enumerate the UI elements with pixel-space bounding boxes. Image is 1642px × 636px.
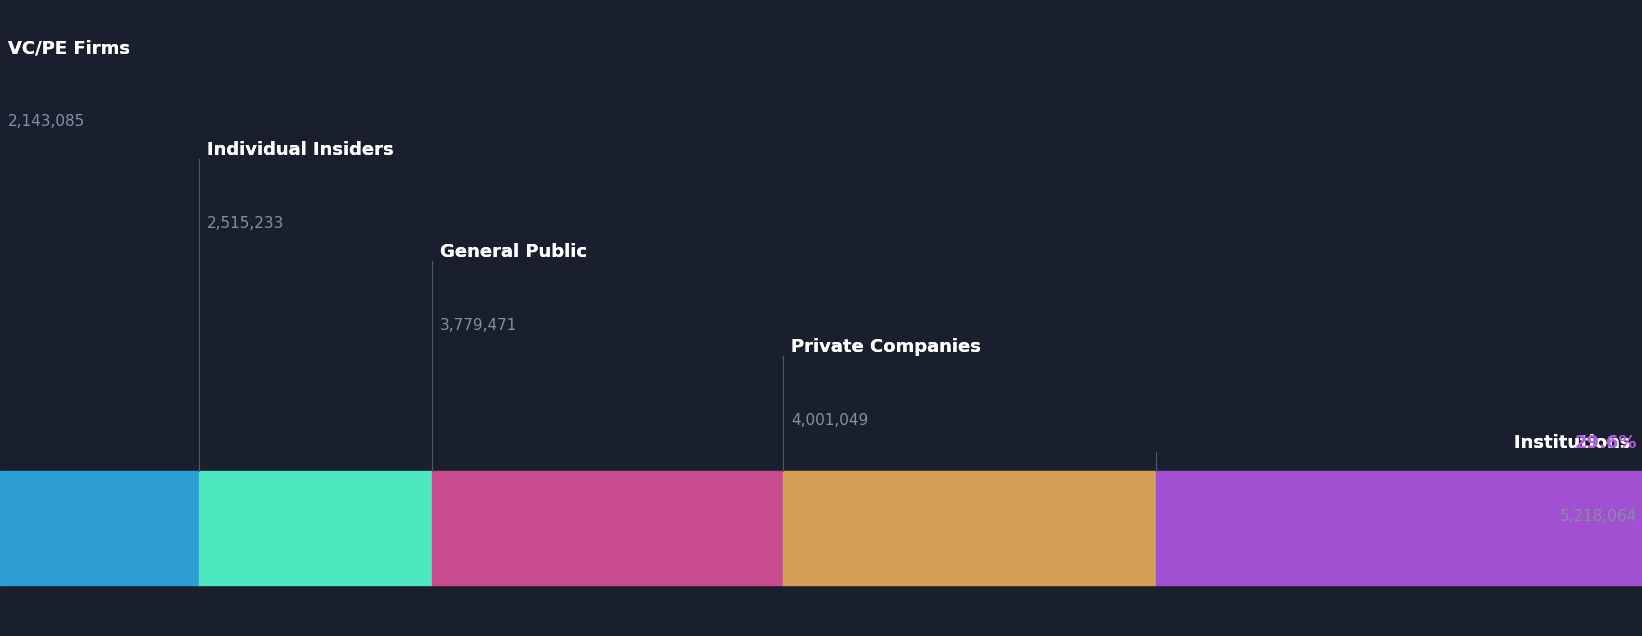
Text: 5,218,064: 5,218,064: [1560, 509, 1637, 524]
Text: Private Companies: Private Companies: [791, 338, 987, 356]
Text: Individual Insiders: Individual Insiders: [207, 141, 399, 159]
Text: 2,143,085: 2,143,085: [8, 114, 85, 130]
Text: 2,515,233: 2,515,233: [207, 216, 284, 232]
Text: 3,779,471: 3,779,471: [440, 318, 517, 333]
Text: VC/PE Firms: VC/PE Firms: [8, 39, 136, 57]
Text: Individual Insiders: Individual Insiders: [207, 141, 399, 159]
Text: VC/PE Firms: VC/PE Firms: [8, 39, 136, 57]
Text: Institutions: Institutions: [1514, 434, 1637, 452]
Text: General Public: General Public: [440, 243, 593, 261]
Text: 4,001,049: 4,001,049: [791, 413, 869, 429]
Text: Institutions: Institutions: [1514, 434, 1637, 452]
Text: Private Companies: Private Companies: [791, 338, 987, 356]
Text: 29.6%: 29.6%: [1575, 434, 1637, 452]
Text: General Public: General Public: [440, 243, 593, 261]
